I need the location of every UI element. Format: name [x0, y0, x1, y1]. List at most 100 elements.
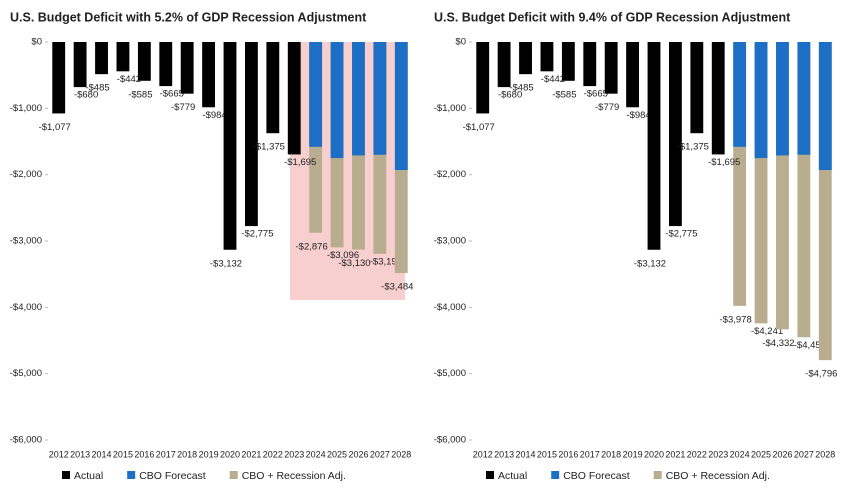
bar — [287, 42, 301, 155]
x-tick-label: 2023 — [284, 449, 304, 459]
x-tick-label: 2024 — [730, 449, 750, 459]
bar — [561, 42, 575, 81]
x-tick-label: 2018 — [601, 449, 621, 459]
data-label: -$1,695 — [284, 157, 316, 168]
y-tick-label: -$4,000 — [434, 302, 466, 313]
x-tick-label: 2014 — [516, 449, 536, 459]
bar — [266, 42, 280, 134]
bar — [733, 42, 747, 147]
x-tick-label: 2022 — [263, 449, 283, 459]
x-tick-label: 2025 — [751, 449, 771, 459]
y-tick-label: -$4,000 — [10, 302, 42, 313]
bar — [668, 42, 682, 227]
bar — [202, 42, 216, 108]
bar — [116, 42, 130, 72]
x-tick-label: 2028 — [391, 449, 411, 459]
data-label: -$1,375 — [253, 142, 285, 153]
data-label: -$2,775 — [241, 229, 273, 240]
data-label: -$3,978 — [720, 314, 752, 325]
legend-swatch — [229, 471, 238, 479]
bar — [797, 42, 811, 155]
bar — [604, 42, 618, 94]
x-tick-label: 2025 — [327, 449, 347, 459]
bar — [583, 42, 597, 87]
bar — [818, 42, 832, 171]
x-tick-label: 2017 — [580, 449, 600, 459]
x-tick-label: 2022 — [687, 449, 707, 459]
data-label: -$442 — [117, 74, 141, 85]
x-tick-label: 2024 — [306, 449, 326, 459]
y-tick-label: $0 — [455, 37, 466, 48]
bar — [690, 42, 704, 134]
bar — [352, 42, 365, 156]
y-tick-label: -$2,000 — [434, 169, 466, 180]
x-tick-label: 2015 — [537, 449, 557, 459]
data-label: -$680 — [498, 90, 522, 101]
data-label: -$3,132 — [210, 258, 242, 269]
x-tick-label: 2028 — [815, 449, 835, 459]
chart-title: U.S. Budget Deficit with 9.4% of GDP Rec… — [434, 10, 791, 24]
bar — [626, 42, 640, 108]
legend-label: CBO Forecast — [139, 470, 206, 482]
x-tick-label: 2014 — [92, 449, 112, 459]
y-tick-label: -$2,000 — [10, 169, 42, 180]
data-label: -$1,077 — [39, 122, 71, 133]
data-label: -$665 — [584, 89, 608, 100]
data-label: -$1,695 — [708, 157, 740, 168]
bar — [776, 42, 789, 156]
legend-swatch — [127, 471, 136, 479]
bar — [711, 42, 725, 155]
legend-label: CBO + Recession Adj. — [242, 470, 346, 482]
x-tick-label: 2021 — [241, 449, 261, 459]
data-label: -$779 — [171, 102, 195, 113]
x-tick-label: 2012 — [49, 449, 69, 459]
data-label: -$485 — [85, 83, 109, 94]
bar — [309, 42, 323, 147]
data-label: -$4,241 — [751, 326, 783, 337]
x-tick-label: 2020 — [220, 449, 240, 459]
bar — [223, 42, 237, 250]
x-tick-label: 2023 — [708, 449, 728, 459]
legend-label: Actual — [74, 470, 103, 482]
bar — [476, 42, 490, 114]
data-label: -$3,484 — [381, 282, 413, 293]
x-tick-label: 2012 — [473, 449, 493, 459]
data-label: -$585 — [128, 89, 152, 100]
x-tick-label: 2013 — [70, 449, 90, 459]
bar — [137, 42, 151, 81]
x-tick-label: 2013 — [494, 449, 514, 459]
x-tick-label: 2016 — [134, 449, 154, 459]
legend-label: CBO + Recession Adj. — [666, 470, 770, 482]
bar — [394, 42, 408, 171]
y-tick-label: -$3,000 — [10, 236, 42, 247]
y-tick-label: -$3,000 — [434, 236, 466, 247]
y-tick-label: -$6,000 — [434, 435, 466, 446]
legend-swatch — [551, 471, 560, 479]
bar — [159, 42, 173, 87]
y-tick-label: -$5,000 — [434, 368, 466, 379]
data-label: -$4,451 — [794, 340, 826, 351]
y-tick-label: -$1,000 — [434, 103, 466, 114]
data-label: -$1,077 — [463, 122, 495, 133]
legend-swatch — [486, 471, 494, 479]
data-label: -$2,876 — [296, 241, 328, 252]
data-label: -$4,332 — [762, 338, 794, 349]
data-label: -$3,096 — [327, 250, 359, 261]
data-label: -$585 — [552, 89, 576, 100]
y-tick-label: -$6,000 — [10, 435, 42, 446]
legend-label: Actual — [498, 470, 527, 482]
bar — [519, 42, 532, 75]
data-label: -$3,130 — [338, 258, 370, 269]
data-label: -$984 — [626, 110, 650, 121]
bar — [754, 42, 768, 159]
bar — [373, 42, 387, 155]
bar — [497, 42, 511, 88]
data-label: -$4,796 — [805, 369, 837, 380]
x-tick-label: 2021 — [665, 449, 685, 459]
bar — [52, 42, 66, 114]
data-label: -$1,375 — [677, 142, 709, 153]
x-tick-label: 2015 — [113, 449, 133, 459]
bar — [95, 42, 108, 75]
y-tick-label: -$5,000 — [10, 368, 42, 379]
data-label: -$2,775 — [665, 229, 697, 240]
